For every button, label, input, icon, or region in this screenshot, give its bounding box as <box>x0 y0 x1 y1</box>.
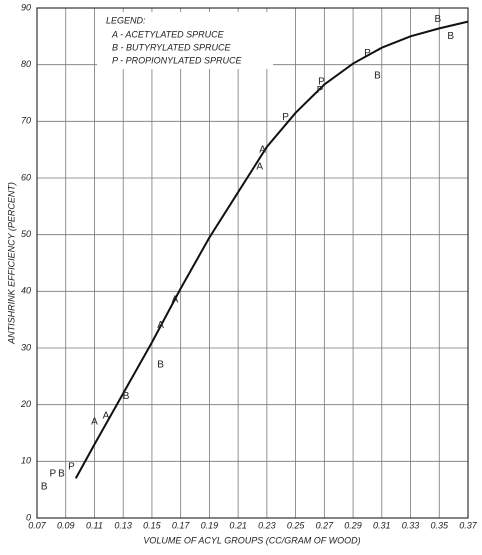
point-marker: P <box>68 462 75 473</box>
point-marker: B <box>374 71 381 82</box>
y-tick-label: 20 <box>20 399 31 409</box>
point-marker: A <box>259 144 266 155</box>
x-tick-label: 0.27 <box>316 520 335 530</box>
x-tick-label: 0.37 <box>459 520 478 530</box>
point-marker: A <box>157 320 164 331</box>
point-marker: B <box>157 360 164 371</box>
x-tick-label: 0.07 <box>28 520 47 530</box>
y-tick-label: 90 <box>21 2 31 12</box>
y-tick-label: 70 <box>21 116 31 126</box>
point-marker: B <box>447 31 454 42</box>
x-tick-label: 0.17 <box>172 520 191 530</box>
legend-entry: A - ACETYLATED SPRUCE <box>111 29 225 39</box>
x-tick-label: 0.33 <box>402 520 420 530</box>
x-tick-label: 0.13 <box>114 520 132 530</box>
y-tick-label: 60 <box>21 172 31 182</box>
x-tick-label: 0.29 <box>344 520 362 530</box>
point-marker: P <box>282 112 289 123</box>
y-tick-label: 50 <box>21 229 31 239</box>
point-marker: A <box>91 416 98 427</box>
point-marker: P <box>318 76 325 87</box>
point-marker: B <box>58 468 65 479</box>
point-marker: B <box>41 481 48 492</box>
point-marker: B <box>123 391 130 402</box>
x-tick-label: 0.25 <box>287 520 306 530</box>
x-tick-label: 0.19 <box>201 520 219 530</box>
point-marker: P <box>317 85 324 96</box>
x-axis-label: VOLUME OF ACYL GROUPS (CC/GRAM OF WOOD) <box>143 535 360 545</box>
legend-title: LEGEND: <box>106 15 146 25</box>
point-marker: A <box>103 411 110 422</box>
legend-entry: B - BUTYRYLATED SPRUCE <box>112 42 232 52</box>
point-marker: B <box>434 14 441 25</box>
point-marker: A <box>172 294 179 305</box>
point-marker: P <box>364 48 371 59</box>
x-tick-label: 0.35 <box>431 520 450 530</box>
x-tick-label: 0.23 <box>258 520 276 530</box>
x-tick-label: 0.11 <box>86 520 103 530</box>
point-marker: P <box>49 468 56 479</box>
y-tick-label: 40 <box>21 286 31 296</box>
y-axis-label: ANTISHRINK EFFICIENCY (PERCENT) <box>6 182 16 345</box>
x-tick-label: 0.21 <box>229 520 247 530</box>
y-tick-label: 10 <box>21 456 31 466</box>
legend-box <box>97 12 273 69</box>
plot-frame <box>36 7 469 519</box>
x-tick-label: 0.15 <box>143 520 162 530</box>
x-tick-label: 0.31 <box>373 520 391 530</box>
y-tick-label: 30 <box>21 342 31 352</box>
y-tick-label: 80 <box>21 59 31 69</box>
point-marker: A <box>256 161 263 172</box>
x-tick-label: 0.09 <box>57 520 75 530</box>
fit-curve <box>74 20 469 479</box>
legend-entry: P - PROPIONYLATED SPRUCE <box>112 55 243 65</box>
y-tick-label: 0 <box>26 512 31 522</box>
